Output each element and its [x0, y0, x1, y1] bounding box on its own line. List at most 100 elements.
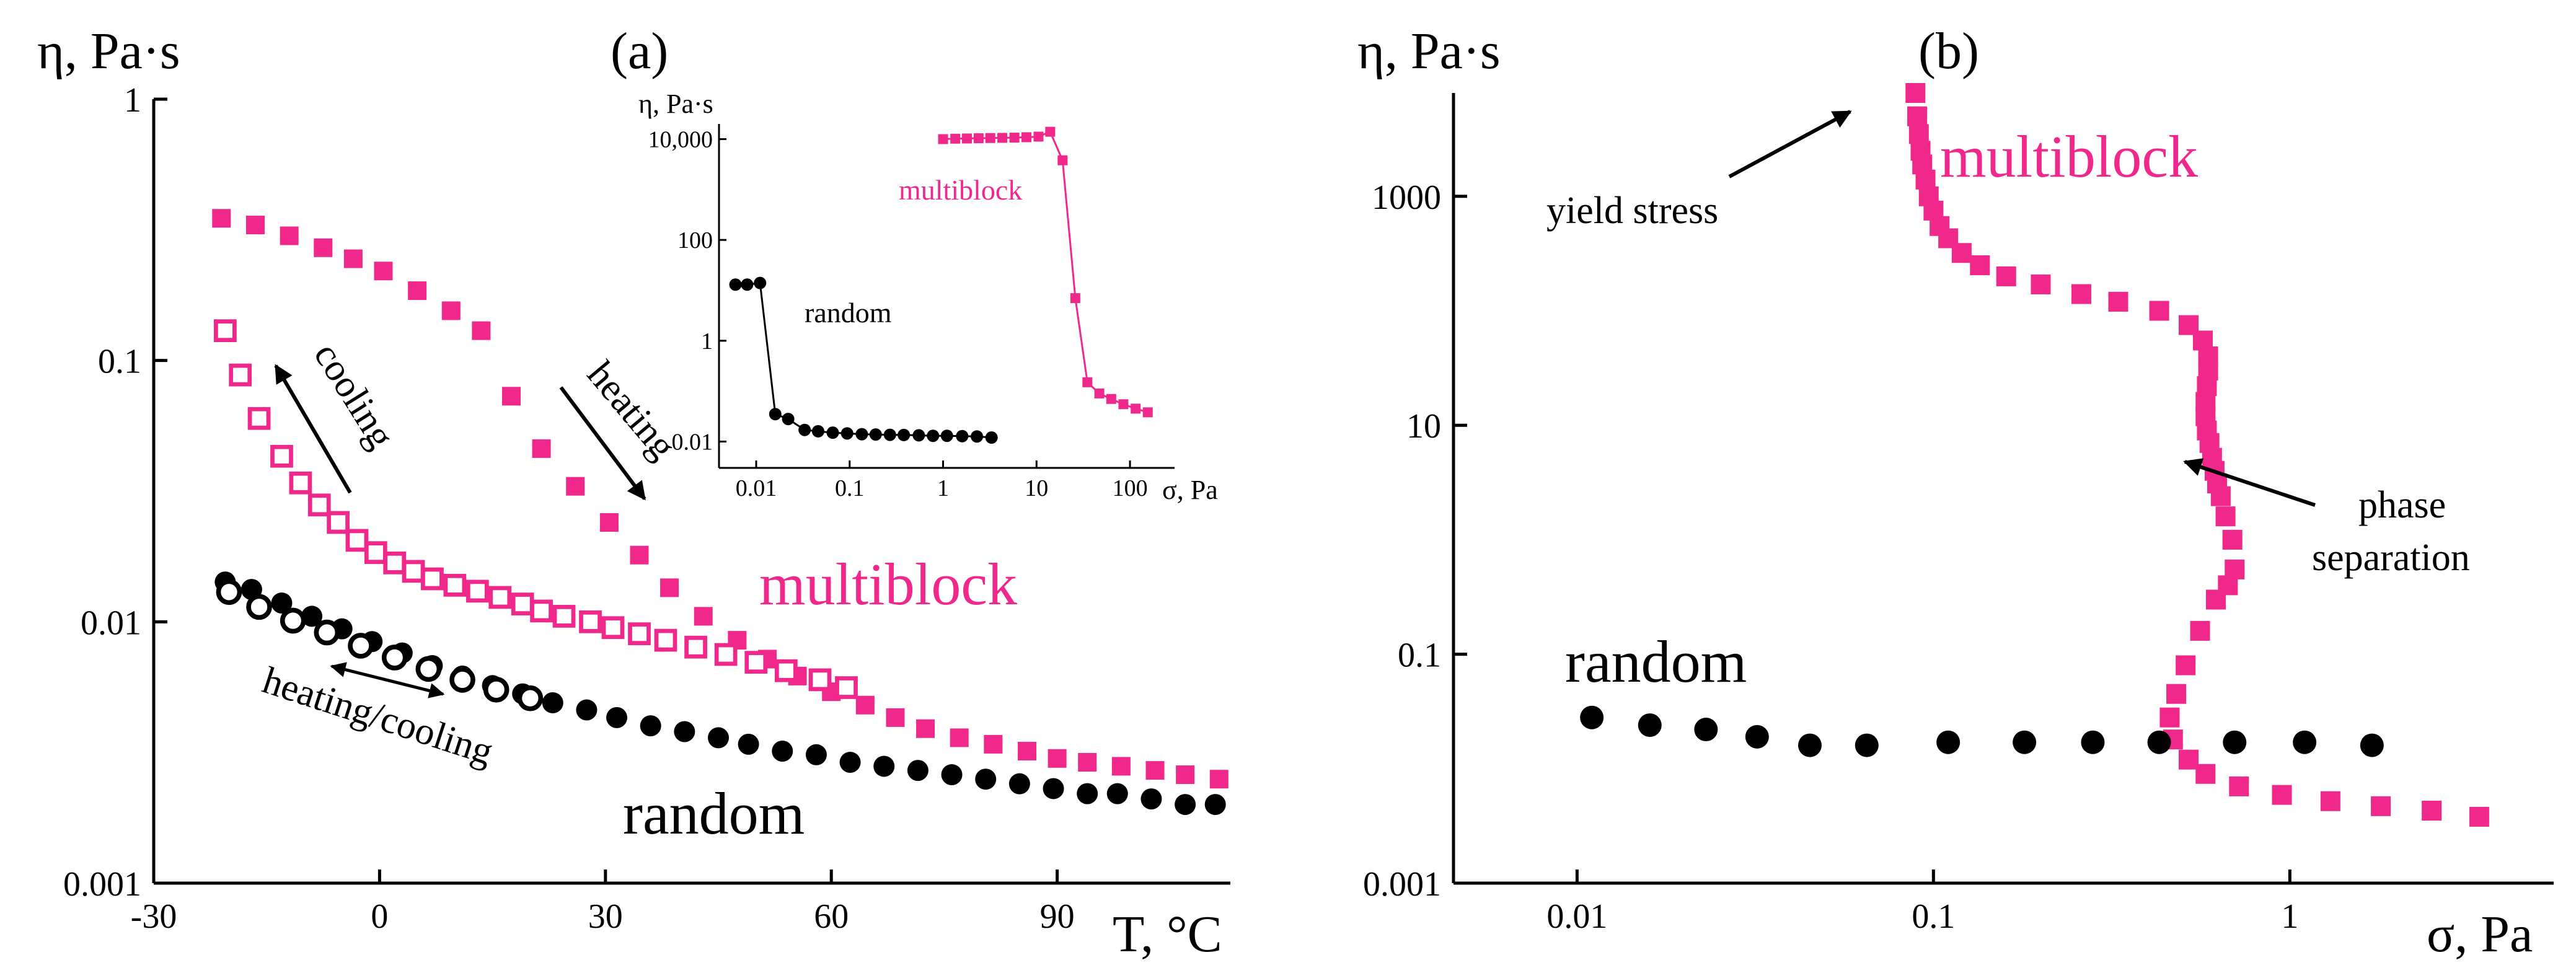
data-point [449, 667, 475, 693]
data-point [2229, 776, 2249, 796]
data-point [214, 319, 237, 342]
inset-y-tick-label: 100 [677, 227, 713, 253]
data-point [1078, 753, 1097, 772]
cooling-arrow [274, 364, 352, 494]
data-point [975, 768, 997, 790]
data-point [855, 695, 875, 715]
data-point [2320, 791, 2340, 811]
data-point [364, 541, 387, 565]
panel-b-multiblock-label: multiblock [1940, 123, 2198, 190]
data-point [950, 728, 969, 747]
data-point [839, 752, 861, 773]
data-point [501, 387, 521, 406]
data-point [2166, 684, 2187, 704]
data-point [1008, 773, 1030, 795]
panel-a-multiblock-label: multiblock [759, 551, 1017, 617]
inset-point [1070, 293, 1080, 304]
data-point [532, 439, 551, 458]
inset-ylabel: η, Pa·s [638, 89, 713, 119]
data-point [421, 567, 444, 591]
data-point [941, 764, 963, 786]
data-point [916, 719, 935, 738]
data-point [443, 573, 467, 597]
data-point [216, 579, 242, 605]
panel-a-ylabel: η, Pa·s [37, 22, 180, 80]
inset-y-tick-label: 0.01 [672, 429, 713, 455]
data-point [2215, 506, 2236, 527]
data-point [542, 692, 563, 713]
data-point [576, 699, 598, 721]
data-point [674, 721, 695, 742]
x-tick-label: 60 [814, 897, 849, 936]
data-point [2371, 796, 2391, 816]
data-point [2222, 529, 2243, 550]
x-tick-label: 1 [2281, 897, 2298, 936]
inset-point [754, 276, 767, 289]
inset-point [950, 133, 961, 144]
inset-xlabel: σ, Pa [1162, 475, 1218, 505]
data-point [1908, 124, 1929, 144]
heating-arrow [559, 386, 646, 501]
inset-point [883, 428, 896, 441]
inset-point [782, 413, 795, 426]
inset-point [741, 278, 754, 291]
inset-point [729, 278, 742, 291]
series-random [1580, 705, 2384, 757]
data-point [684, 635, 707, 659]
data-point [1905, 83, 1926, 103]
data-point [601, 616, 625, 640]
panel-a-data-points [212, 209, 1228, 816]
data-point [1043, 778, 1064, 799]
inset-point [1009, 133, 1020, 143]
data-point [1106, 783, 1128, 804]
inset-point [971, 430, 984, 443]
data-point [345, 529, 369, 552]
data-point [1077, 783, 1098, 804]
data-point [805, 744, 827, 765]
data-point [2081, 730, 2105, 754]
data-point [2272, 785, 2292, 805]
data-point [2210, 486, 2231, 506]
series-multiblock [1905, 83, 2489, 827]
inset-x-tick-label: 100 [1113, 475, 1148, 501]
data-point [1907, 106, 1928, 126]
data-point [1176, 765, 1195, 785]
inset-point [1082, 377, 1093, 387]
phase-label: phase [2358, 484, 2446, 526]
inset-point [1045, 126, 1056, 137]
series-multiblock-cooling [214, 319, 858, 699]
panel-b-random-label: random [1565, 628, 1747, 695]
yield-stress-arrow [1728, 110, 1852, 178]
data-point [1209, 770, 1228, 789]
panel-a-xlabel: T, °C [1113, 905, 1222, 963]
panel-b-x-ticks: 0.01 0.1 1 [1546, 870, 2298, 936]
data-point [744, 651, 768, 674]
inset-point [985, 133, 995, 143]
data-point [247, 407, 271, 430]
inset-point [798, 423, 811, 436]
inset-point [840, 427, 854, 440]
data-point [1951, 243, 1972, 263]
y-tick-label: 1000 [1372, 178, 1441, 217]
inset-point [997, 133, 1008, 143]
inset-x-tick-label: 0.01 [736, 475, 777, 501]
data-point [1915, 169, 1936, 190]
data-point [907, 760, 929, 781]
data-point [873, 755, 895, 777]
panel-b-axes [1452, 93, 2554, 885]
x-tick-label: 0.1 [1912, 897, 1955, 936]
data-point [271, 592, 293, 614]
data-point [2223, 730, 2247, 754]
data-point [402, 560, 425, 583]
data-point [441, 301, 461, 320]
data-point [1204, 794, 1226, 816]
y-tick-label: 1 [124, 81, 141, 120]
data-point [628, 622, 651, 646]
data-point [1018, 741, 1037, 760]
inset-points [729, 126, 1153, 444]
data-point [2147, 730, 2171, 754]
data-point [1970, 255, 1990, 276]
data-point [374, 262, 393, 281]
data-point [289, 471, 312, 495]
